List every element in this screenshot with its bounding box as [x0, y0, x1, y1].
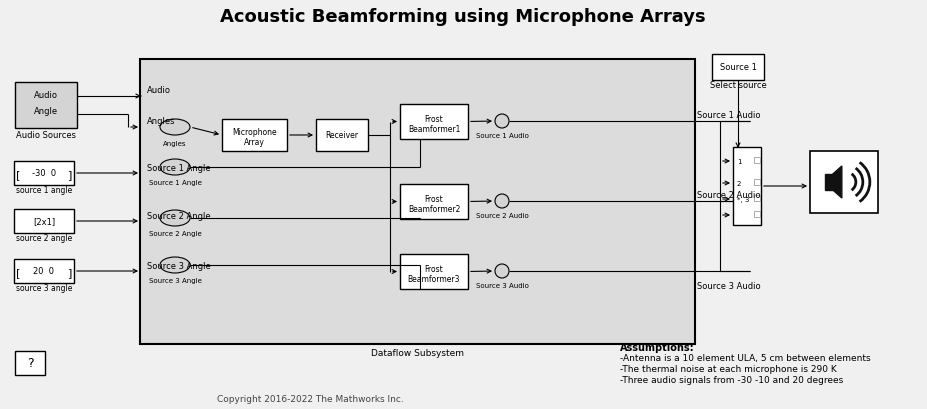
Text: source 2 angle: source 2 angle [16, 234, 72, 243]
Text: source 3 angle: source 3 angle [16, 284, 72, 293]
Bar [825, 175, 832, 191]
Text: Angle: Angle [34, 107, 58, 116]
Text: Array: Array [244, 138, 265, 147]
Text: Audio Sources: Audio Sources [16, 131, 76, 140]
Bar [754, 211, 760, 218]
Bar [14, 259, 74, 283]
Text: 20  0: 20 0 [33, 267, 55, 276]
Text: Copyright 2016-2022 The Mathworks Inc.: Copyright 2016-2022 The Mathworks Inc. [217, 395, 403, 404]
Text: Audio: Audio [34, 91, 58, 100]
Text: Dataflow Subsystem: Dataflow Subsystem [371, 348, 464, 357]
Text: -30  0: -30 0 [32, 169, 56, 178]
Text: Acoustic Beamforming using Microphone Arrays: Acoustic Beamforming using Microphone Ar… [221, 8, 705, 26]
Bar [400, 184, 468, 220]
Text: Assumptions:: Assumptions: [620, 342, 694, 352]
Text: Source 1 Angle: Source 1 Angle [147, 164, 210, 173]
Bar [712, 55, 764, 81]
Ellipse shape [160, 120, 190, 136]
Text: Select source: Select source [710, 81, 767, 90]
Bar [14, 209, 74, 234]
Text: -Three audio signals from -30 -10 and 20 degrees: -Three audio signals from -30 -10 and 20… [620, 375, 844, 384]
Text: Frost: Frost [425, 195, 443, 204]
Text: Source 2 Angle: Source 2 Angle [147, 211, 210, 220]
Text: [: [ [16, 170, 20, 180]
Bar [733, 148, 761, 225]
Text: *, 3: *, 3 [737, 196, 749, 202]
Text: Source 2 Angle: Source 2 Angle [148, 230, 201, 236]
Polygon shape [832, 166, 842, 198]
Text: 1: 1 [737, 159, 742, 164]
Text: Source 1: Source 1 [719, 63, 756, 72]
Text: Angles: Angles [147, 117, 175, 126]
Text: Microphone: Microphone [232, 128, 277, 137]
Text: Source 2 Audio: Source 2 Audio [476, 213, 528, 218]
Text: [: [ [16, 267, 20, 277]
Text: ?: ? [27, 357, 33, 370]
Text: Beamformer3: Beamformer3 [408, 274, 460, 283]
Text: Source 3 Audio: Source 3 Audio [476, 282, 528, 288]
Text: ]: ] [68, 267, 72, 277]
Text: source 1 angle: source 1 angle [16, 186, 72, 195]
Bar [754, 180, 760, 186]
Text: Source 3 Angle: Source 3 Angle [148, 277, 201, 283]
Text: Angles: Angles [163, 141, 186, 147]
Text: Source 1 Angle: Source 1 Angle [148, 180, 201, 186]
Text: Source 3 Angle: Source 3 Angle [147, 261, 210, 270]
Ellipse shape [495, 115, 509, 129]
Bar [400, 105, 468, 139]
Ellipse shape [160, 257, 190, 273]
Bar [222, 120, 287, 152]
Text: -Antenna is a 10 element ULA, 5 cm between elements: -Antenna is a 10 element ULA, 5 cm betwe… [620, 353, 870, 362]
Bar [810, 152, 878, 213]
Text: Audio: Audio [147, 86, 171, 95]
Ellipse shape [160, 160, 190, 175]
Text: 2: 2 [737, 180, 742, 187]
Text: Frost: Frost [425, 115, 443, 124]
Text: ]: ] [68, 170, 72, 180]
Bar [14, 162, 74, 186]
Bar [754, 196, 760, 202]
Bar [140, 60, 695, 344]
Text: [2x1]: [2x1] [33, 217, 55, 226]
Text: Beamformer2: Beamformer2 [408, 204, 460, 213]
Bar [15, 351, 45, 375]
Text: Beamformer1: Beamformer1 [408, 125, 460, 134]
Ellipse shape [160, 211, 190, 227]
Bar [15, 83, 77, 129]
Text: Frost: Frost [425, 264, 443, 273]
Ellipse shape [495, 264, 509, 278]
Text: Source 3 Audio: Source 3 Audio [697, 281, 761, 290]
Text: Source 1 Audio: Source 1 Audio [697, 111, 760, 120]
Bar [400, 254, 468, 289]
Bar [316, 120, 368, 152]
Text: Source 1 Audio: Source 1 Audio [476, 133, 528, 139]
Text: Receiver: Receiver [325, 131, 359, 140]
Bar [754, 157, 760, 164]
Ellipse shape [495, 195, 509, 209]
Text: Source 2 Audio: Source 2 Audio [697, 191, 760, 200]
Text: -The thermal noise at each microphone is 290 K: -The thermal noise at each microphone is… [620, 364, 837, 373]
